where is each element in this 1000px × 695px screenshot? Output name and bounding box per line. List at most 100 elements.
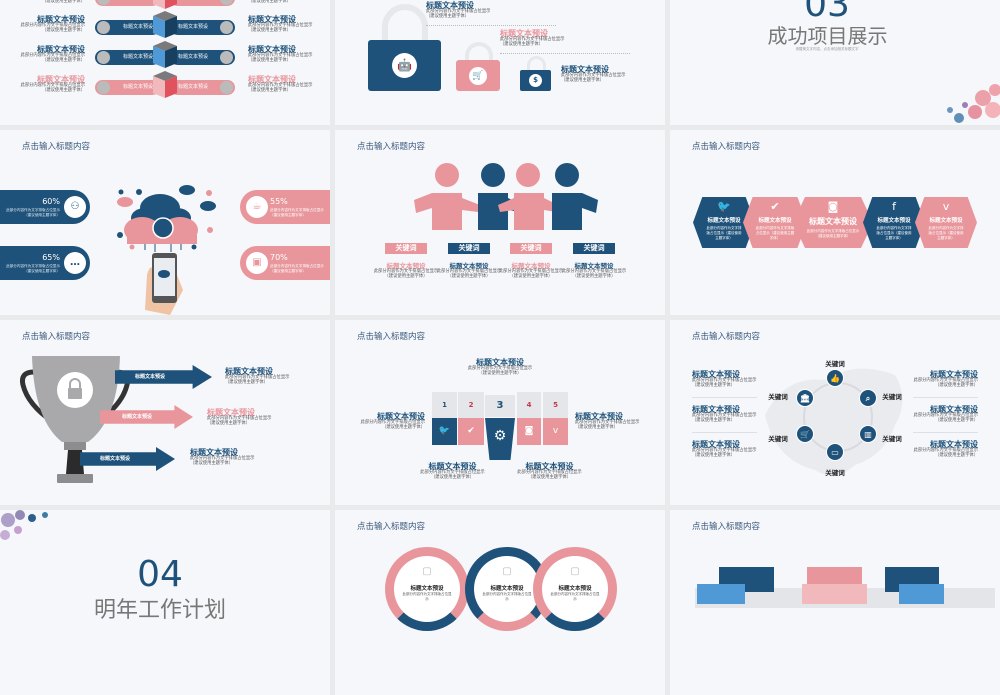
keyword-label: 关键词	[510, 243, 552, 254]
step-bottom[interactable]: 🐦	[432, 418, 457, 445]
tools-icon: ▢	[501, 566, 513, 577]
stat-percent: 65%	[20, 253, 60, 262]
slide-thumbnail-9[interactable]: 点击输入标题内容 👍关键词⌕关键词▥关键词▭关键词🛒关键词🏛关键词标题文本预设此…	[670, 320, 1000, 505]
text-block-note: （建议使用主题字体）	[15, 29, 85, 34]
text-block: 标题文本预设此部分内容作为文字排版占位显示（建议使用主题字体）	[517, 462, 582, 481]
thumbs-up-icon: 👍	[826, 369, 844, 387]
step-bottom[interactable]: ◙	[517, 418, 541, 445]
text-block: 标题文本预设此部分内容作为文字排版占位显示（建议使用主题字体）	[465, 358, 535, 377]
text-block-note: （建议使用主题字体）	[575, 426, 640, 431]
text-block: 标题文本预设此部分内容作为文字排版占位显示（建议使用主题字体）	[559, 263, 629, 280]
text-block-note: （建议使用主题字体）	[248, 29, 318, 34]
text-block: 标题文本预设此部分内容作为文字排版占位显示（建议使用主题字体）	[903, 440, 978, 459]
slide-title: 点击输入标题内容	[22, 140, 90, 152]
ring-body: 此部分内容作为文字排版占位显示	[550, 592, 600, 602]
step-bottom[interactable]: v	[543, 418, 568, 445]
stat-note: （建议使用主题字体）	[0, 269, 60, 274]
slide-thumbnail-3[interactable]: 03 成功项目展示 请替换文字内容，点击添加相关标题文字	[670, 0, 1000, 125]
ring-title: 标题文本预设	[545, 584, 605, 592]
slide-thumbnail-12[interactable]: 点击输入标题内容	[670, 510, 1000, 695]
text-block-note: （建议使用主题字体）	[465, 372, 535, 377]
text-block-note: （建议使用主题字体）	[360, 426, 425, 431]
segment-body: 此部分内容作为文字排版占位显示（建议使用主题字体）	[863, 224, 925, 241]
text-block: 标题文本预设此部分内容作为文字排版占位显示（建议使用主题字体）	[903, 405, 978, 424]
stat-body: 此部分内容作为文字排版占位显示（建议使用主题字体）	[0, 208, 60, 218]
ring-title: 标题文本预设	[397, 584, 457, 592]
cube-right	[165, 0, 177, 9]
text-block: 标题文本预设此部分内容作为文字排版占位显示（建议使用主题字体）	[225, 367, 325, 386]
cart-icon: 🛒	[469, 67, 487, 85]
org-chart-icon: ⚇	[64, 196, 86, 218]
instagram-icon: ◙	[793, 200, 873, 214]
section-subtitle: 请替换文字内容，点击添加相关标题文字	[767, 47, 887, 52]
briefcase-icon: ▢	[421, 566, 433, 577]
android-icon: 🤖	[392, 53, 417, 78]
text-block: 标题文本预设此部分内容作为文字排版占位显示（建议使用主题字体）	[248, 15, 318, 34]
keyword-label: 关键词	[768, 433, 788, 443]
slide-title: 点击输入标题内容	[692, 140, 760, 152]
text-block: 标题文本预设此部分内容作为文字排版占位显示（建议使用主题字体）	[15, 15, 85, 34]
slide-thumbnail-7[interactable]: 点击输入标题内容 标题文本预设标题文本预设此部分内容作为文字排版占位显示（建议使…	[0, 320, 330, 505]
text-block-note: （建议使用主题字体）	[371, 275, 441, 280]
text-block: 标题文本预设此部分内容作为文字排版占位显示（建议使用主题字体）	[500, 29, 570, 48]
cart-icon: 🛒	[796, 425, 814, 443]
step-bottom[interactable]: ⚙	[485, 418, 515, 460]
bank-icon: 🏛	[796, 389, 814, 407]
text-block-note: （建议使用主题字体）	[190, 462, 290, 467]
slide-thumbnail-11[interactable]: 点击输入标题内容 ▢标题文本预设此部分内容作为文字排版占位显示▢标题文本预设此部…	[335, 510, 665, 695]
keyword-label: 关键词	[573, 243, 615, 254]
stat-body: 此部分内容作为文字排版占位显示（建议使用主题字体）	[270, 264, 330, 274]
text-block-note: （建议使用主题字体）	[517, 476, 582, 481]
text-block-note: （建议使用主题字体）	[207, 422, 307, 427]
slide-title: 点击输入标题内容	[357, 140, 425, 152]
flower-decoration	[0, 510, 65, 545]
text-block-note: （建议使用主题字体）	[248, 89, 318, 94]
text-block-note: （建议使用主题字体）	[248, 0, 318, 5]
dotted-divider	[426, 25, 556, 26]
text-block: 标题文本预设此部分内容作为文字排版占位显示（建议使用主题字体）	[561, 65, 636, 84]
section-number: 04	[110, 554, 210, 595]
text-block: 标题文本预设此部分内容作为文字排版占位显示（建议使用主题字体）	[371, 263, 441, 280]
search-icon: ⌕	[859, 389, 877, 407]
slide-title: 点击输入标题内容	[692, 520, 760, 532]
slide-thumbnail-1[interactable]: 标题文本预设标题文本预设标题文本预设此部分内容作为文字排版占位显示（建议使用主题…	[0, 0, 330, 125]
thumbs-up-icon	[220, 21, 233, 34]
presentation-icon: ▭	[826, 443, 844, 461]
instagram-icon: ◙	[525, 426, 534, 436]
vimeo-icon: v	[915, 200, 977, 214]
hexagon-segment[interactable]: ◙标题文本预设此部分内容作为文字排版占位显示（建议使用主题字体）	[793, 197, 873, 248]
slide-thumbnail-2[interactable]: 🤖 🛒 $ 标题文本预设此部分内容作为文字排版占位显示（建议使用主题字体） 标题…	[335, 0, 665, 125]
slide-thumbnail-6[interactable]: 点击输入标题内容 🐦标题文本预设此部分内容作为文字排版占位显示（建议使用主题字体…	[670, 130, 1000, 315]
text-block: 标题文本预设此部分内容作为文字排版占位显示（建议使用主题字体）	[248, 75, 318, 94]
text-block-note: （建议使用主题字体）	[903, 384, 978, 389]
slide-thumbnail-10[interactable]: 04 明年工作计划	[0, 510, 330, 695]
segment-body: 此部分内容作为文字排版占位显示（建议使用主题字体）	[915, 224, 977, 241]
twitter-icon: 🐦	[439, 426, 450, 436]
text-block-note: （建议使用主题字体）	[903, 419, 978, 424]
dotted-divider	[500, 53, 630, 54]
text-block: 标题文本预设此部分内容作为文字排版占位显示（建议使用主题字体）	[692, 440, 767, 459]
step-bottom[interactable]: ✔	[458, 418, 484, 445]
keyword-label: 关键词	[768, 391, 788, 401]
text-block-note: （建议使用主题字体）	[15, 59, 85, 64]
step-top: 2	[458, 392, 484, 418]
stat-percent: 55%	[270, 197, 288, 206]
slide-thumbnail-5[interactable]: 点击输入标题内容 关键词标题文本预设此部分内容作为文字排版占位显示（建议使用主题…	[335, 130, 665, 315]
text-block-note: （建议使用主题字体）	[559, 275, 629, 280]
keyword-label: 关键词	[385, 243, 427, 254]
gears-icon: ⚙	[494, 428, 507, 444]
twitter-icon: 🐦	[693, 200, 755, 214]
section-title: 明年工作计划	[80, 592, 240, 624]
cube-left	[153, 0, 165, 9]
text-block-note: （建议使用主题字体）	[15, 89, 85, 94]
slide-thumbnail-4[interactable]: 点击输入标题内容 ⚇ … ☕ ▣ 60% 此部分内容作为文字排版占位显示（建议使…	[0, 130, 330, 315]
text-block: 标题文本预设此部分内容作为文字排版占位显示（建议使用主题字体）	[903, 370, 978, 389]
chat-icon	[97, 81, 110, 94]
step-top: 1	[432, 392, 457, 418]
text-block-note: （建议使用主题字体）	[496, 275, 566, 280]
step-top: 4	[517, 392, 541, 418]
ring-body: 此部分内容作为文字排版占位显示	[402, 592, 452, 602]
chart-icon: ▥	[859, 425, 877, 443]
